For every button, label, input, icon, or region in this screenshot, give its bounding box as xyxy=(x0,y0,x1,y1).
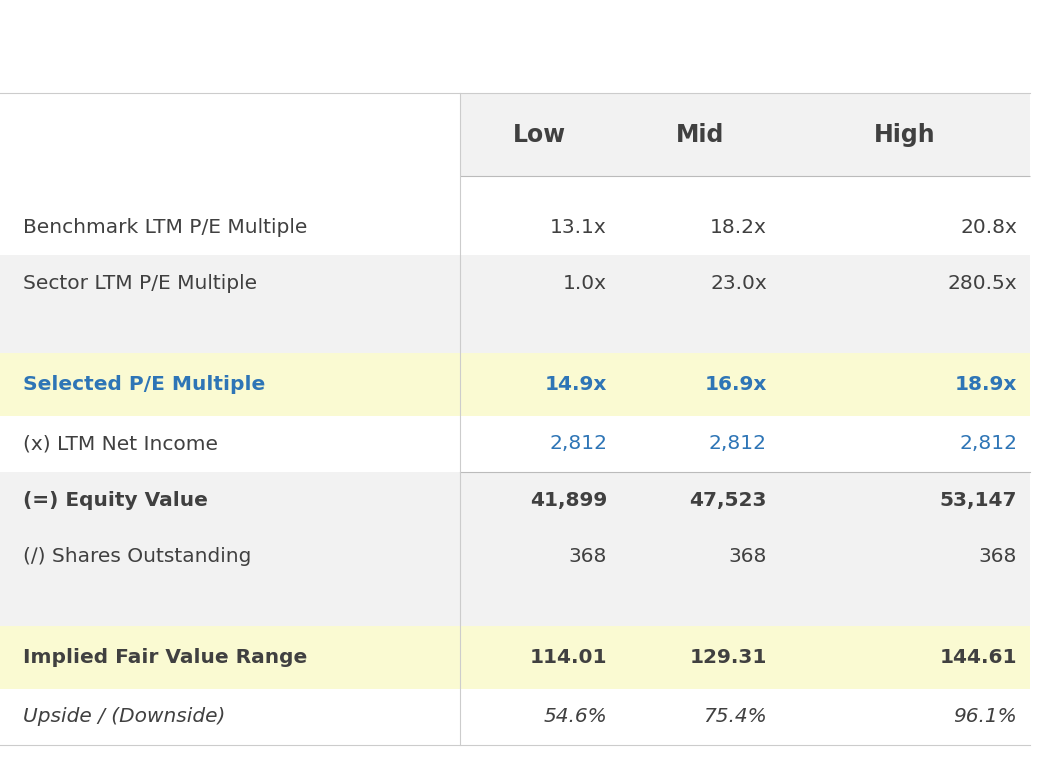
Text: 1.0x: 1.0x xyxy=(563,274,607,293)
Text: (=) Equity Value: (=) Equity Value xyxy=(23,491,208,510)
Bar xyxy=(460,93,1030,176)
Text: 47,523: 47,523 xyxy=(689,491,767,510)
Text: Benchmark LTM P/E Multiple: Benchmark LTM P/E Multiple xyxy=(23,217,307,236)
Text: 280.5x: 280.5x xyxy=(948,274,1017,293)
Text: Upside / (Downside): Upside / (Downside) xyxy=(23,707,225,727)
Text: 368: 368 xyxy=(729,547,767,565)
Text: 368: 368 xyxy=(569,547,607,565)
Text: 14.9x: 14.9x xyxy=(545,375,607,394)
Text: 2,812: 2,812 xyxy=(709,435,767,453)
Text: 23.0x: 23.0x xyxy=(710,274,767,293)
Text: 144.61: 144.61 xyxy=(939,648,1017,667)
Text: Implied Fair Value Range: Implied Fair Value Range xyxy=(23,648,307,667)
Text: 53,147: 53,147 xyxy=(939,491,1017,510)
Text: 18.9x: 18.9x xyxy=(955,375,1017,394)
Text: 54.6%: 54.6% xyxy=(543,707,607,727)
Bar xyxy=(0,93,1030,745)
Text: 75.4%: 75.4% xyxy=(703,707,767,727)
Text: (∕) Shares Outstanding: (∕) Shares Outstanding xyxy=(23,547,251,565)
Text: 41,899: 41,899 xyxy=(530,491,607,510)
Bar xyxy=(0,472,1030,626)
Text: Mid: Mid xyxy=(675,122,724,147)
Text: High: High xyxy=(874,122,935,147)
Text: 20.8x: 20.8x xyxy=(960,217,1017,236)
Bar xyxy=(0,353,1030,416)
Bar xyxy=(0,255,1030,353)
Text: 18.2x: 18.2x xyxy=(710,217,767,236)
Text: Sector LTM P/E Multiple: Sector LTM P/E Multiple xyxy=(23,274,258,293)
Text: 114.01: 114.01 xyxy=(529,648,607,667)
Text: 96.1%: 96.1% xyxy=(953,707,1017,727)
Text: 368: 368 xyxy=(979,547,1017,565)
Text: 2,812: 2,812 xyxy=(549,435,607,453)
Text: 129.31: 129.31 xyxy=(689,648,767,667)
Text: Low: Low xyxy=(513,122,566,147)
Bar xyxy=(0,626,1030,689)
Text: 16.9x: 16.9x xyxy=(705,375,767,394)
Text: (x) LTM Net Income: (x) LTM Net Income xyxy=(23,435,218,453)
Text: 2,812: 2,812 xyxy=(959,435,1017,453)
Text: 13.1x: 13.1x xyxy=(550,217,607,236)
Text: Selected P/E Multiple: Selected P/E Multiple xyxy=(23,375,265,394)
